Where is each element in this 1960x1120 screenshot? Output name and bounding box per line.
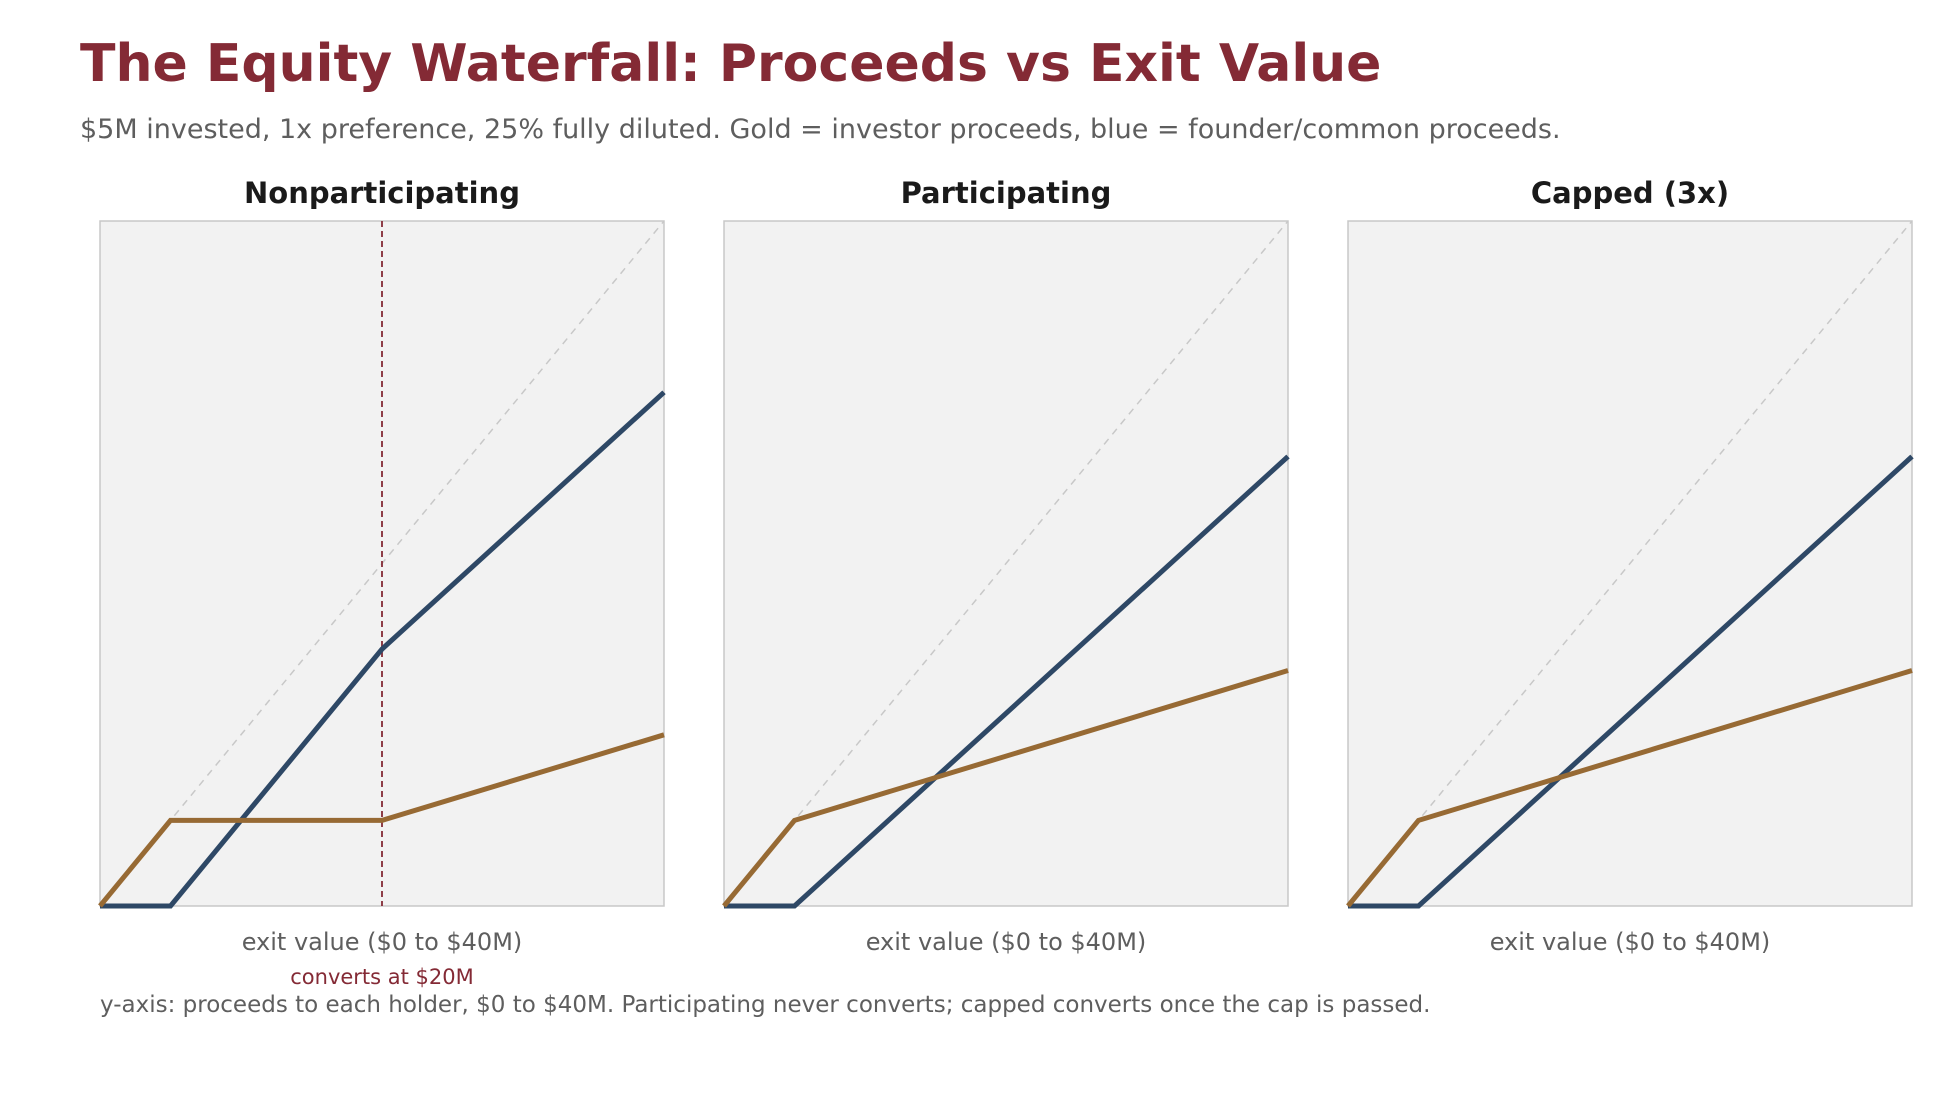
x-axis-label-capped: exit value ($0 to $40M) — [1489, 928, 1771, 956]
investor-proceeds-line-participating — [722, 668, 1289, 908]
panel-title-nonparticipating: Nonparticipating — [244, 176, 520, 210]
reference-diagonal-participating — [723, 220, 1289, 907]
panel-title-participating: Participating — [900, 176, 1112, 210]
reference-diagonal-capped — [1347, 220, 1913, 907]
conversion-annotation-label: converts at $20M — [290, 965, 474, 989]
footnote: y-axis: proceeds to each holder, $0 to $… — [100, 992, 1431, 1018]
investor-proceeds-line-nonparticipating — [98, 732, 665, 908]
panel-title-capped: Capped (3x) — [1530, 176, 1730, 210]
founder-proceeds-line-participating — [724, 454, 1290, 909]
page-title: The Equity Waterfall: Proceeds vs Exit V… — [80, 34, 1382, 94]
x-axis-label-nonparticipating: exit value ($0 to $40M) — [241, 928, 523, 956]
page-subtitle: $5M invested, 1x preference, 25% fully d… — [80, 114, 1561, 145]
founder-proceeds-line-capped — [1348, 454, 1914, 909]
x-axis-label-participating: exit value ($0 to $40M) — [865, 928, 1147, 956]
founder-proceeds-line-nonparticipating — [100, 390, 666, 909]
investor-proceeds-line-capped — [1346, 668, 1913, 908]
